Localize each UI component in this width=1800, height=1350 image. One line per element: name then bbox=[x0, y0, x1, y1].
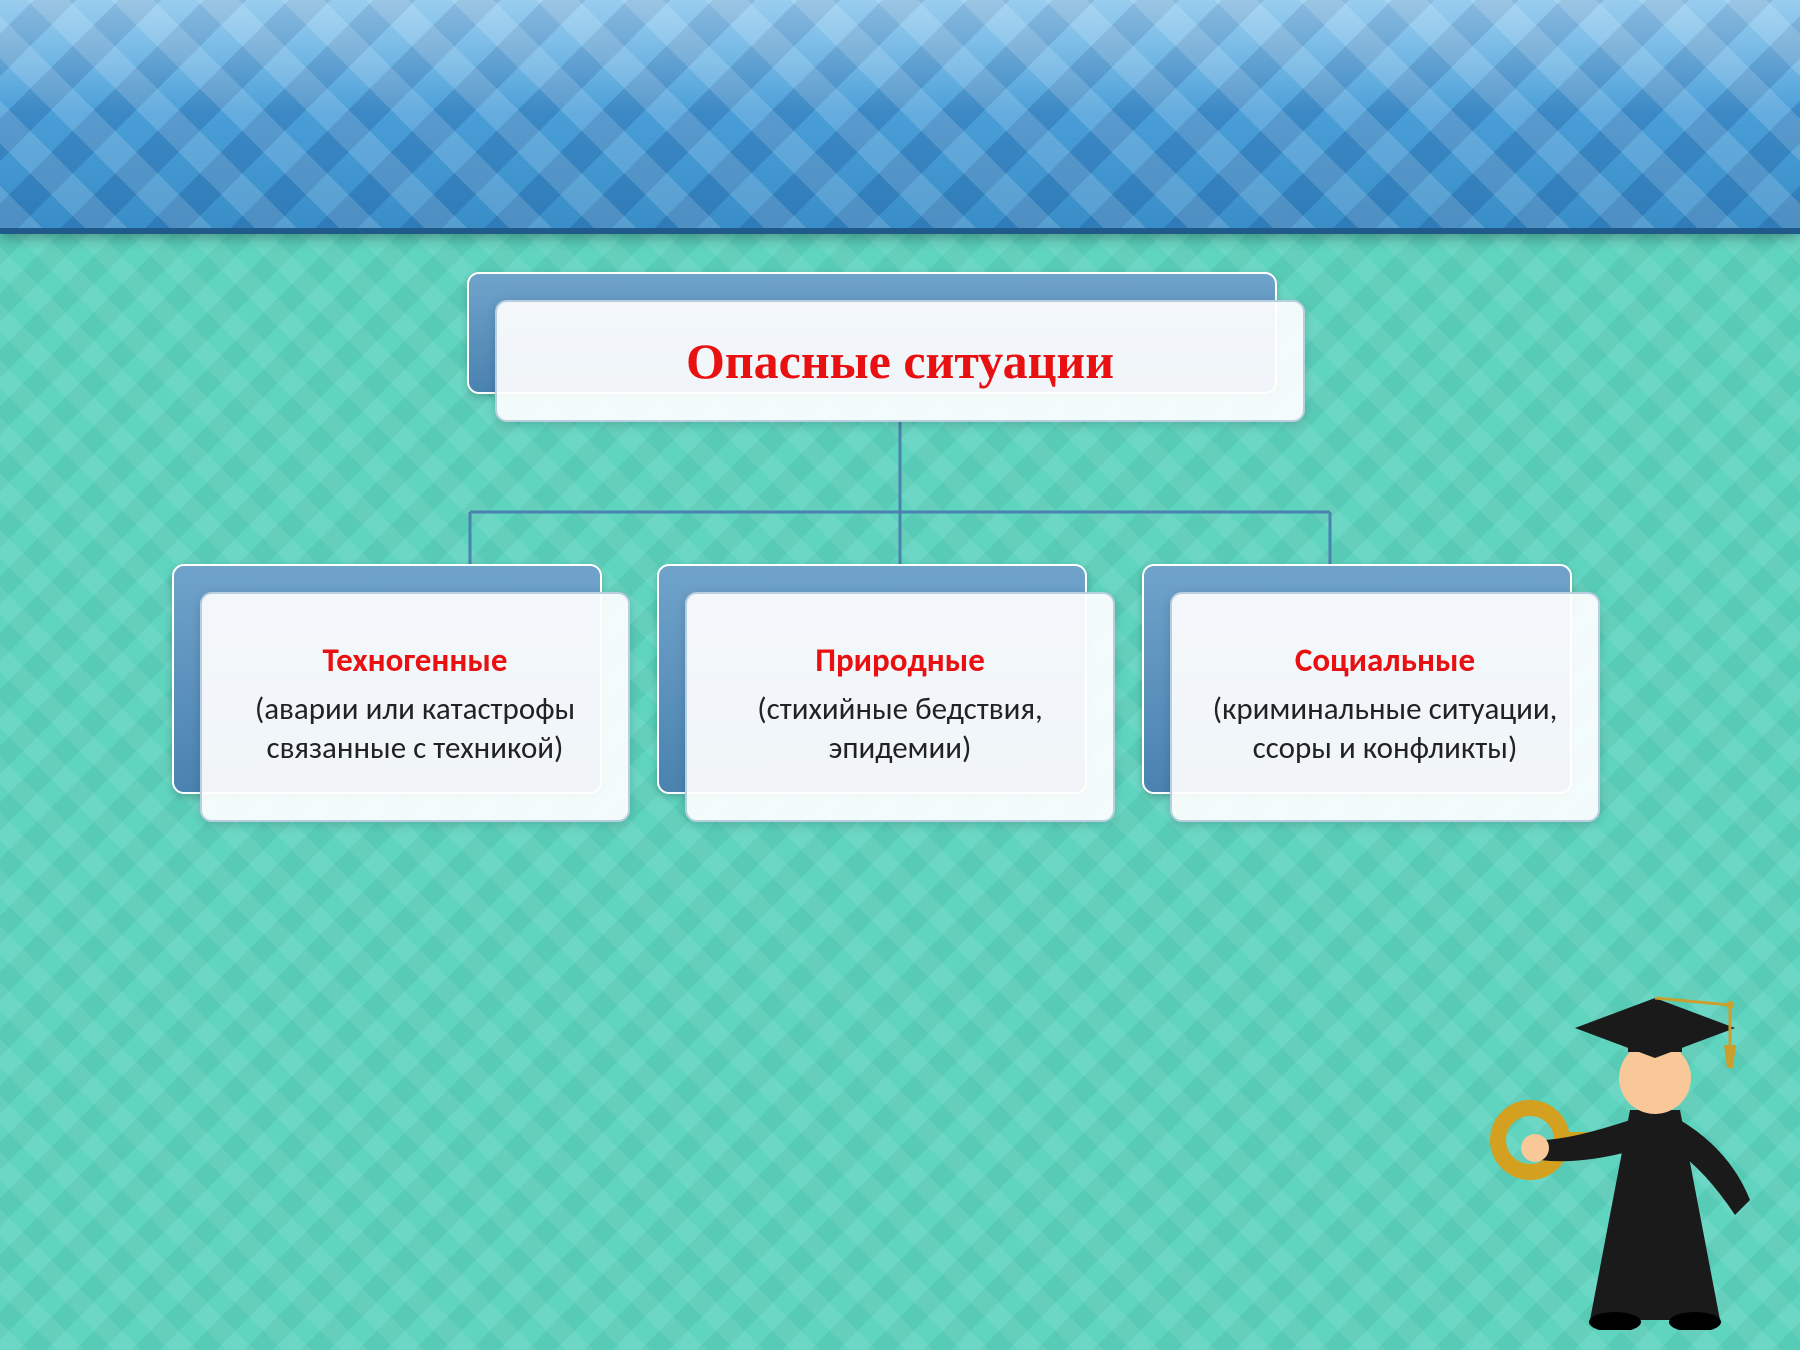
graduate-mascot-icon bbox=[1480, 950, 1780, 1330]
child-node-technogenic: Техногенные (аварии или катастрофы связа… bbox=[200, 592, 630, 822]
child-node-description: (аварии или катастрофы связанные с техни… bbox=[226, 690, 604, 768]
child-node-natural: Природные (стихийные бедствия, эпидемии) bbox=[685, 592, 1115, 822]
root-node-title: Опасные ситуации bbox=[537, 332, 1263, 390]
child-row: Техногенные (аварии или катастрофы связа… bbox=[200, 592, 1600, 822]
child-node-card: Природные (стихийные бедствия, эпидемии) bbox=[685, 592, 1115, 822]
header-gloss bbox=[0, 0, 1800, 114]
child-node-description: (криминальные ситуации, ссоры и конфликт… bbox=[1196, 690, 1574, 768]
child-node-title: Социальные bbox=[1196, 640, 1574, 680]
child-node-social: Социальные (криминальные ситуации, ссоры… bbox=[1170, 592, 1600, 822]
child-node-title: Техногенные bbox=[226, 640, 604, 680]
hierarchy-diagram: Опасные ситуации Техногенные (аварии или… bbox=[200, 300, 1600, 822]
child-node-description: (стихийные бедствия, эпидемии) bbox=[711, 690, 1089, 768]
root-node: Опасные ситуации bbox=[495, 300, 1305, 422]
root-node-card: Опасные ситуации bbox=[495, 300, 1305, 422]
child-node-card: Социальные (криминальные ситуации, ссоры… bbox=[1170, 592, 1600, 822]
child-node-title: Природные bbox=[711, 640, 1089, 680]
header-puzzle-band bbox=[0, 0, 1800, 234]
child-node-card: Техногенные (аварии или катастрофы связа… bbox=[200, 592, 630, 822]
